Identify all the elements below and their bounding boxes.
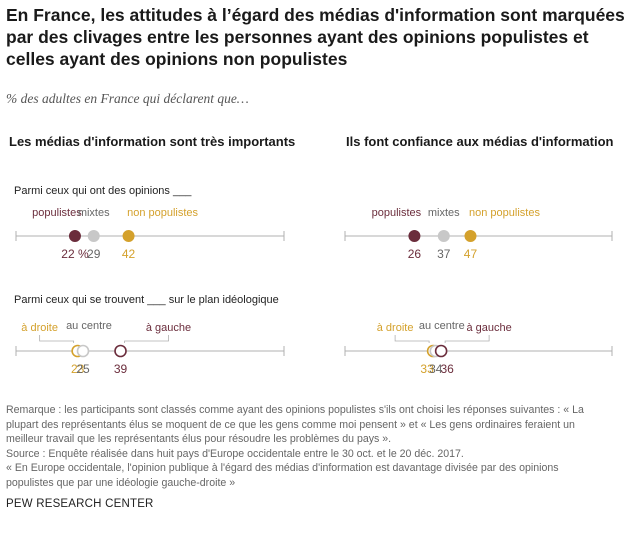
row-label-ideology: Parmi ceux qui se trouvent ___ sur le pl…: [14, 294, 279, 306]
quote-line: populistes que par une idéologie gauche-…: [6, 476, 236, 489]
group-label-nonpopulist: non populistes: [469, 207, 540, 219]
chart-subtitle: % des adultes en France qui déclarent qu…: [6, 91, 249, 106]
dot-mixed: [87, 230, 100, 242]
pew-research-center-logo: PEW RESEARCH CENTER: [6, 498, 154, 510]
value-label-mixed: 37: [437, 247, 451, 261]
notes: Remarque : les participants sont classés…: [6, 403, 636, 491]
group-label-center: au centre: [66, 320, 112, 332]
label-connector: [124, 335, 169, 343]
group-label-right: à droite: [377, 322, 414, 334]
value-label-mixed: 29: [87, 247, 101, 261]
label-connector: [39, 335, 75, 343]
group-label-nonpopulist: non populistes: [127, 207, 198, 219]
chart-title: En France, les attitudes à l’égard des m…: [6, 5, 625, 69]
value-label-center: 34: [429, 362, 443, 376]
panel-title-trust: Ils font confiance aux médias d'informat…: [346, 134, 614, 149]
group-label-left: à gauche: [146, 322, 191, 334]
value-label-right: 23: [71, 362, 85, 376]
panel-title-importance: Les médias d'information sont très impor…: [9, 134, 296, 149]
group-label-mixed: mixtes: [428, 207, 460, 219]
value-label-nonpopulist: 47: [464, 247, 478, 261]
quote-line: « En Europe occidentale, l'opinion publi…: [6, 462, 559, 475]
group-label-center: au centre: [419, 320, 465, 332]
dot-nonpopulist: [122, 230, 135, 242]
dot-center: [76, 344, 90, 358]
source-line: Source : Enquête réalisée dans huit pays…: [6, 447, 464, 460]
dot-left: [434, 344, 448, 358]
group-label-left: à gauche: [466, 322, 511, 334]
value-label-center: 25: [76, 362, 90, 376]
dot-left: [114, 344, 127, 358]
note-line: meilleur travail que les représentants é…: [6, 433, 392, 446]
value-label-populist: 22 %: [61, 247, 89, 261]
group-label-populist: populistes: [32, 207, 82, 219]
dot-mixed: [437, 230, 450, 242]
value-label-left: 39: [114, 362, 128, 376]
label-connector: [394, 335, 430, 343]
dot-populist: [408, 230, 421, 242]
value-label-nonpopulist: 42: [122, 247, 136, 261]
label-connector: [444, 335, 490, 343]
note-line: plupart des représentants élus se moquen…: [6, 418, 575, 431]
dot-nonpopulist: [464, 230, 477, 242]
note-line: Remarque : les participants sont classés…: [6, 404, 584, 416]
value-label-right: 33: [420, 362, 434, 376]
dot-populist: [68, 230, 81, 242]
group-label-right: à droite: [21, 322, 58, 334]
value-label-left: 36: [440, 362, 454, 376]
row-label-populism: Parmi ceux qui ont des opinions ___: [14, 185, 192, 197]
group-label-populist: populistes: [372, 207, 422, 219]
value-label-populist: 26: [408, 247, 422, 261]
group-label-mixed: mixtes: [78, 207, 110, 219]
